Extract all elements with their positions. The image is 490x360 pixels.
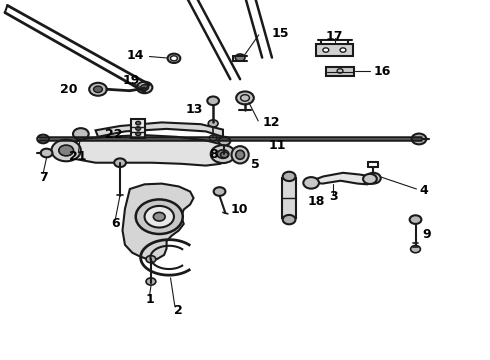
Circle shape bbox=[219, 137, 230, 145]
Bar bbox=[131, 119, 145, 138]
Circle shape bbox=[283, 215, 295, 224]
Circle shape bbox=[89, 83, 107, 96]
Polygon shape bbox=[96, 122, 223, 137]
Circle shape bbox=[137, 82, 152, 93]
Circle shape bbox=[141, 85, 148, 90]
Bar bbox=[326, 67, 354, 76]
Text: 5: 5 bbox=[251, 158, 260, 171]
Circle shape bbox=[411, 246, 420, 253]
Bar bbox=[316, 44, 353, 56]
Circle shape bbox=[171, 56, 177, 61]
Polygon shape bbox=[51, 135, 231, 166]
Text: 19: 19 bbox=[122, 75, 140, 87]
Circle shape bbox=[41, 149, 52, 157]
Circle shape bbox=[136, 127, 141, 130]
Text: 10: 10 bbox=[230, 203, 248, 216]
Circle shape bbox=[410, 215, 421, 224]
Text: 8: 8 bbox=[209, 148, 218, 161]
Text: 4: 4 bbox=[419, 184, 428, 197]
Circle shape bbox=[73, 128, 89, 140]
Circle shape bbox=[207, 96, 219, 105]
Bar bbox=[282, 178, 296, 218]
Circle shape bbox=[145, 206, 174, 228]
Text: 3: 3 bbox=[329, 190, 338, 203]
Text: 21: 21 bbox=[69, 150, 86, 163]
Text: 2: 2 bbox=[174, 304, 183, 317]
Circle shape bbox=[59, 145, 74, 156]
Text: 11: 11 bbox=[268, 139, 286, 152]
Polygon shape bbox=[122, 184, 194, 260]
Text: 22: 22 bbox=[105, 129, 122, 141]
Text: 13: 13 bbox=[186, 103, 203, 116]
Text: 14: 14 bbox=[127, 49, 145, 62]
Circle shape bbox=[136, 199, 183, 234]
Polygon shape bbox=[309, 173, 372, 184]
Text: 6: 6 bbox=[111, 217, 120, 230]
Text: 16: 16 bbox=[373, 65, 391, 78]
Ellipse shape bbox=[232, 146, 248, 163]
Circle shape bbox=[146, 278, 156, 285]
Circle shape bbox=[303, 177, 319, 189]
Circle shape bbox=[323, 48, 329, 52]
Circle shape bbox=[51, 140, 81, 161]
Circle shape bbox=[217, 150, 229, 158]
Text: 1: 1 bbox=[145, 293, 154, 306]
Circle shape bbox=[208, 120, 218, 127]
Circle shape bbox=[236, 91, 254, 104]
Circle shape bbox=[153, 212, 165, 221]
Circle shape bbox=[168, 54, 180, 63]
Circle shape bbox=[146, 256, 156, 263]
Circle shape bbox=[363, 174, 377, 184]
Circle shape bbox=[136, 121, 141, 125]
Text: 20: 20 bbox=[60, 83, 77, 96]
Circle shape bbox=[211, 145, 235, 163]
Circle shape bbox=[283, 172, 295, 181]
Text: 7: 7 bbox=[39, 171, 48, 184]
Text: 15: 15 bbox=[271, 27, 289, 40]
Text: 12: 12 bbox=[262, 116, 280, 129]
Circle shape bbox=[235, 54, 245, 61]
Ellipse shape bbox=[236, 150, 245, 159]
Circle shape bbox=[136, 132, 141, 136]
Circle shape bbox=[94, 86, 102, 93]
Circle shape bbox=[114, 158, 126, 167]
Circle shape bbox=[37, 135, 49, 143]
Circle shape bbox=[340, 48, 346, 52]
Circle shape bbox=[366, 173, 381, 184]
Text: 18: 18 bbox=[308, 195, 325, 208]
Text: 9: 9 bbox=[422, 228, 431, 241]
Text: 17: 17 bbox=[326, 30, 343, 42]
Circle shape bbox=[214, 187, 225, 196]
Circle shape bbox=[412, 134, 426, 144]
